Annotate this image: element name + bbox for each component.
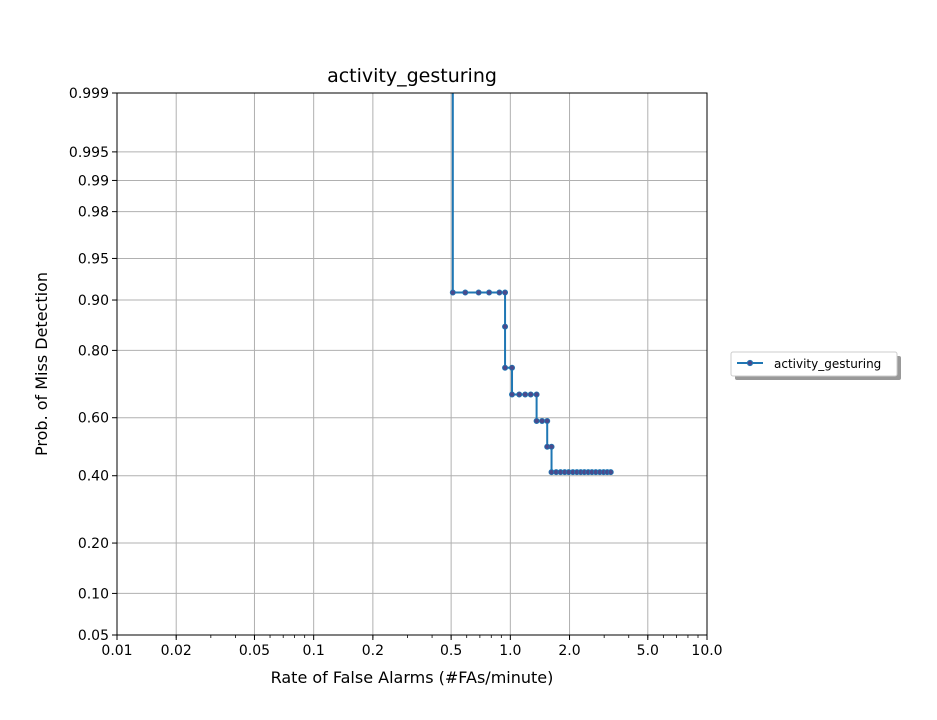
x-tick-label: 0.05 [239, 643, 270, 659]
y-axis-ticks: 0.05 0.10 0.20 0.40 0.60 0.80 0.90 0.95 0.98 0.99… [69, 86, 117, 644]
data-point [522, 391, 529, 398]
y-tick-label: 0.60 [78, 411, 109, 427]
data-point [502, 289, 509, 296]
data-point [533, 391, 540, 398]
data-point [462, 289, 469, 296]
x-tick-label: 10.0 [691, 643, 722, 659]
x-axis-label: Rate of False Alarms (#FAs/minute) [271, 668, 554, 687]
y-axis-label: Prob. of Miss Detection [32, 272, 51, 456]
x-tick-label: 0.1 [303, 643, 325, 659]
x-tick-label: 5.0 [637, 643, 659, 659]
legend-box [730, 351, 898, 377]
data-point [607, 469, 614, 476]
y-tick-label: 0.40 [78, 469, 109, 485]
data-point [527, 391, 534, 398]
data-point [533, 417, 540, 424]
y-tick-label: 0.99 [78, 173, 109, 189]
y-tick-label: 0.95 [78, 251, 109, 267]
x-tick-label: 0.5 [440, 643, 462, 659]
legend-marker-swatch [746, 359, 754, 367]
x-tick-label: 2.0 [558, 643, 580, 659]
data-point [449, 289, 456, 296]
data-point [486, 289, 493, 296]
x-tick-label: 0.2 [362, 643, 384, 659]
data-point [475, 289, 482, 296]
chart-title: activity_gesturing [327, 65, 497, 87]
y-tick-label: 0.80 [78, 343, 109, 359]
data-point [509, 391, 516, 398]
x-axis-ticks: 0.01 0.02 0.05 0.1 0.2 0.5 1.0 2.0 5.0 10.0 [101, 635, 723, 659]
plot-area [117, 93, 707, 635]
x-tick-label: 1.0 [499, 643, 521, 659]
y-tick-label: 0.90 [78, 293, 109, 309]
data-point [516, 391, 523, 398]
x-tick-label: 0.01 [101, 643, 132, 659]
data-point [539, 417, 546, 424]
series-layer [449, 93, 614, 476]
data-point [502, 364, 509, 371]
data-point [509, 364, 516, 371]
data-point [544, 417, 551, 424]
y-tick-label: 0.20 [78, 536, 109, 552]
data-point [496, 289, 503, 296]
y-tick-label: 0.98 [78, 205, 109, 221]
data-point [502, 323, 509, 330]
legend: activity_gesturing [730, 351, 901, 380]
data-point [548, 443, 555, 450]
y-tick-label: 0.999 [69, 86, 109, 102]
plot-frame [116, 92, 708, 636]
y-tick-label: 0.10 [78, 586, 109, 602]
x-tick-label: 0.02 [161, 643, 192, 659]
legend-label: activity_gesturing [774, 357, 881, 371]
y-tick-label: 0.05 [78, 628, 109, 644]
y-tick-label: 0.995 [69, 145, 109, 161]
